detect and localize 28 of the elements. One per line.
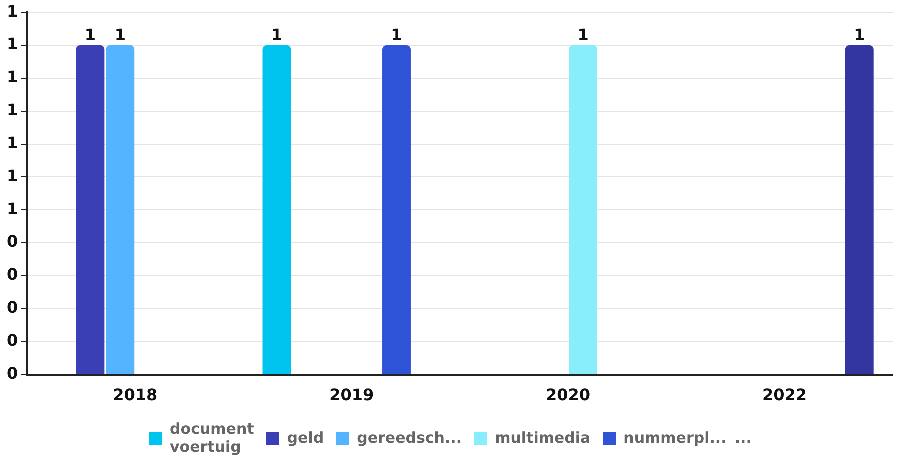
- data-label: 1: [391, 26, 402, 45]
- y-tick-label: 0: [6, 364, 18, 383]
- y-tick-label: 1: [6, 34, 18, 54]
- legend-label: gereedsch...: [357, 429, 462, 447]
- legend-label: document voertuig: [170, 420, 254, 456]
- x-tick-label: 2018: [113, 386, 158, 405]
- data-label: 1: [854, 26, 866, 45]
- x-tick-label: 2019: [330, 386, 374, 405]
- y-tick-label: 0: [6, 331, 18, 350]
- y-tick-label: 1: [6, 199, 18, 218]
- y-tick-label: 0: [6, 265, 18, 284]
- data-label: 1: [271, 26, 283, 45]
- legend-label: geld: [287, 429, 324, 447]
- y-tick-label: 1: [6, 133, 18, 152]
- y-tick-label: 0: [6, 232, 18, 252]
- legend-label: multimedia: [495, 429, 591, 447]
- data-label: 1: [84, 26, 96, 45]
- legend-label: nummerpl...: [624, 429, 727, 447]
- y-tick-label: 0: [6, 298, 18, 318]
- x-tick-label: 2022: [762, 386, 808, 405]
- y-tick-label: 1: [6, 2, 18, 21]
- data-label: 1: [114, 26, 126, 45]
- y-tick-label: 1: [6, 166, 18, 186]
- data-label: 1: [578, 26, 589, 45]
- y-tick-label: 1: [6, 68, 18, 87]
- x-tick-label: 2020: [546, 386, 591, 405]
- text: ...: [734, 429, 752, 447]
- y-tick-label: 1: [6, 100, 18, 120]
